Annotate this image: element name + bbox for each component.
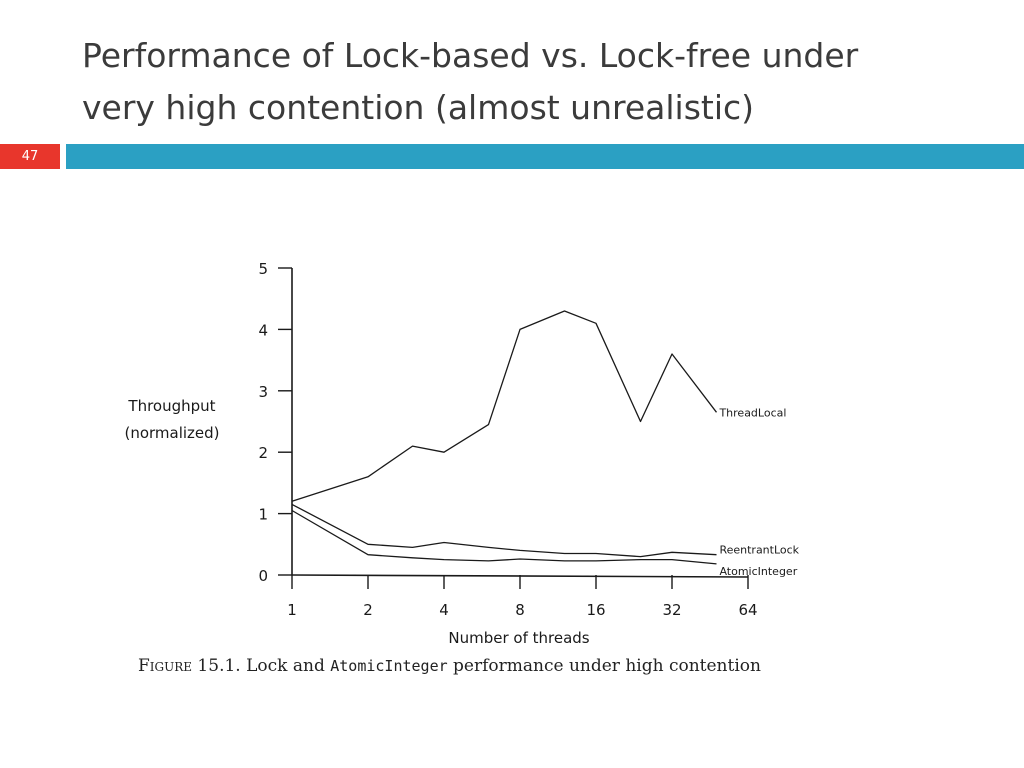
title-accent-bar: [66, 144, 1024, 169]
x-tick-label: 32: [662, 601, 681, 619]
y-axis: 0 1 2 3 4 5: [258, 260, 293, 585]
y-axis-label-line-2: (normalized): [124, 424, 219, 442]
caption-text-2: performance under high contention: [453, 656, 761, 676]
series-label-reentrantlock: ReentrantLock: [719, 544, 799, 557]
x-tick-label: 1: [287, 601, 297, 619]
x-ticks: 1 2 4 8 16 32 64: [287, 575, 758, 619]
y-ticks: 0 1 2 3 4 5: [258, 260, 292, 585]
caption-code: AtomicInteger: [330, 657, 448, 675]
series-line-reentrantlock: [291, 503, 717, 558]
x-tick-label: 64: [738, 601, 757, 619]
series-label-atomicinteger: AtomicInteger: [719, 565, 797, 578]
y-tick-label: 3: [258, 383, 268, 401]
caption-label: Figure 15.1.: [138, 656, 241, 676]
x-axis-label: Number of threads: [448, 629, 589, 647]
caption-text-1: Lock and: [246, 656, 325, 676]
slide-title-line-1: Performance of Lock-based vs. Lock-free …: [82, 36, 859, 75]
series-label-threadlocal: ThreadLocal: [718, 406, 786, 419]
y-tick-label: 2: [258, 444, 268, 462]
x-tick-label: 2: [363, 601, 373, 619]
x-tick-label: 8: [515, 601, 525, 619]
slide-title: Performance of Lock-based vs. Lock-free …: [82, 30, 982, 134]
figure-caption: Figure 15.1. Lock and AtomicInteger perf…: [138, 656, 858, 676]
series-line-atomicinteger: [291, 509, 717, 565]
x-tick-label: 4: [439, 601, 449, 619]
y-tick-label: 5: [258, 260, 268, 278]
y-tick-label: 0: [258, 567, 268, 585]
y-tick-label: 1: [258, 506, 268, 524]
series-group: ThreadLocal ReentrantLock AtomicInteger: [291, 310, 800, 578]
x-tick-label: 16: [586, 601, 605, 619]
page-number-badge: 47: [0, 144, 60, 169]
slide-title-line-2: very high contention (almost unrealistic…: [82, 88, 755, 127]
y-axis-label-line-1: Throughput: [127, 397, 215, 415]
series-line-threadlocal: [291, 310, 718, 502]
y-tick-label: 4: [258, 321, 268, 339]
x-axis: 1 2 4 8 16 32 64: [287, 574, 758, 619]
